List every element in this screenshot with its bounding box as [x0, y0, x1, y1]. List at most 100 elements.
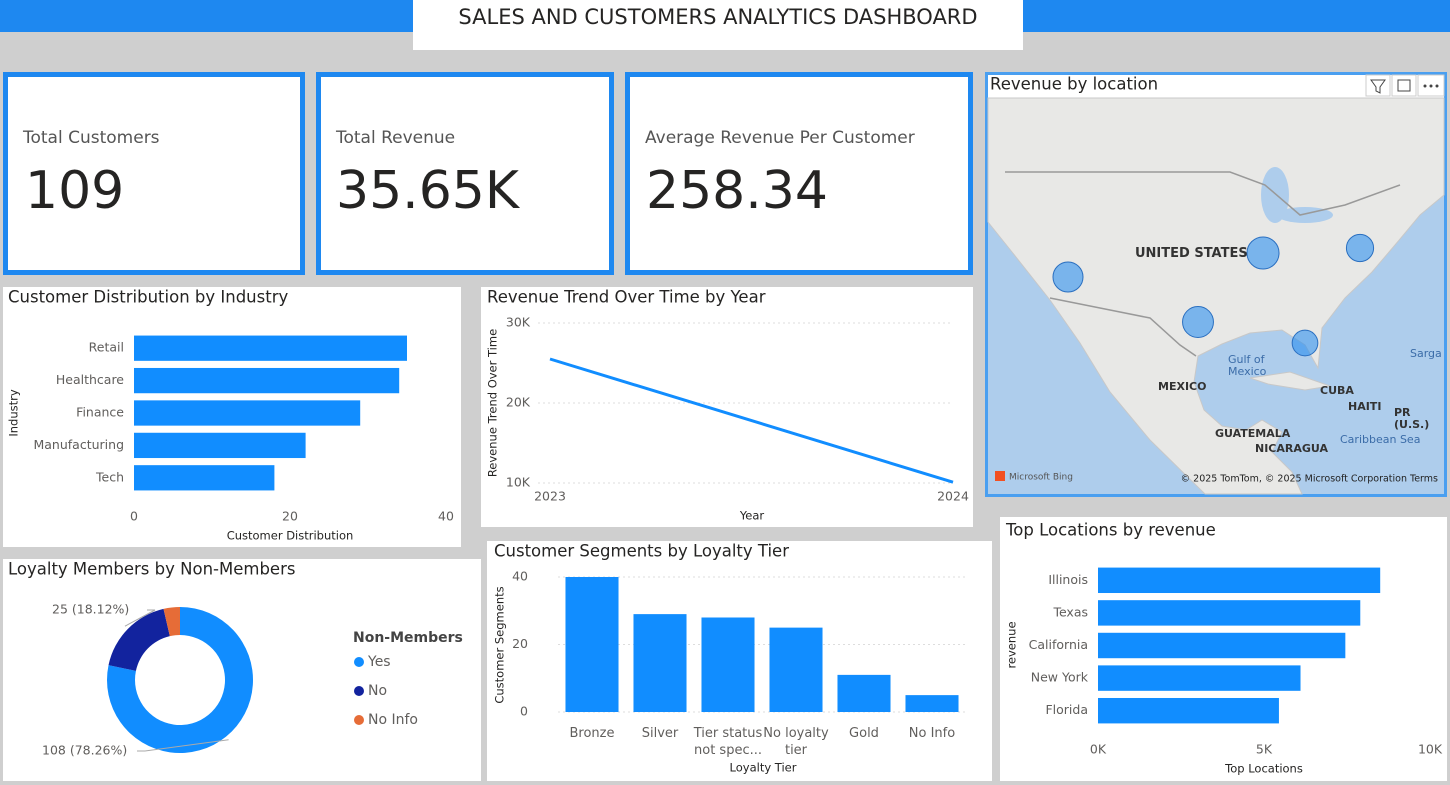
y-tick-label: 10K — [506, 475, 531, 490]
x-tick-label: No Info — [908, 726, 956, 741]
title-box — [413, 0, 1023, 50]
map-island — [1249, 371, 1331, 391]
y-tick-label: New York — [1031, 670, 1089, 685]
bar — [837, 674, 891, 712]
y-tick-label: Manufacturing — [33, 437, 124, 452]
chart-title: Customer Distribution by Industry — [8, 288, 288, 307]
y-tick-label: Tech — [95, 469, 124, 484]
legend-label: No — [368, 683, 387, 699]
y-axis-title: Industry — [7, 389, 21, 436]
map-label: Sarga — [1410, 347, 1442, 360]
y-tick-label: Retail — [89, 340, 124, 355]
y-tick-label: Texas — [1052, 604, 1088, 619]
slice — [107, 607, 254, 753]
data-label: 25 (18.12%) — [52, 602, 129, 617]
slice — [108, 608, 170, 671]
y-tick-label: Florida — [1045, 702, 1088, 717]
x-axis-title: Year — [739, 509, 765, 523]
slice — [163, 607, 180, 637]
kpi-value: 35.65K — [336, 161, 521, 221]
y-axis-title: Revenue Trend Over Time — [486, 329, 500, 477]
bar — [134, 400, 361, 426]
bar — [134, 367, 400, 394]
y-axis-title: revenue — [1005, 621, 1019, 668]
y-tick-label: 20 — [512, 636, 528, 651]
focus-icon[interactable] — [1391, 74, 1417, 97]
bar — [134, 335, 407, 361]
chart-title: Customer Segments by Loyalty Tier — [494, 542, 789, 561]
filter-glyph — [1370, 79, 1386, 94]
kpi-value: 258.34 — [646, 161, 828, 221]
x-tick-label: 5K — [1256, 742, 1273, 757]
map-bubble — [1345, 233, 1375, 263]
y-tick-label: 40 — [512, 569, 528, 584]
x-tick-label: 20 — [282, 509, 298, 524]
kpi-card[interactable] — [3, 72, 305, 275]
x-tick-label: Bronze — [569, 726, 615, 741]
bar — [633, 614, 687, 712]
kpi-label: Total Customers — [22, 128, 160, 148]
leader-line — [137, 739, 229, 752]
map-label: NICARAGUA — [1255, 442, 1329, 455]
line — [549, 357, 954, 484]
y-tick-label: 20K — [506, 395, 531, 410]
y-axis-title: Customer Segments — [493, 586, 507, 703]
map-title: Revenue by location — [990, 75, 1158, 94]
map-lake — [1261, 167, 1289, 223]
dashboard-title: SALES AND CUSTOMERS ANALYTICS DASHBOARD — [458, 5, 977, 29]
map-label: HAITI — [1348, 400, 1382, 413]
bar — [701, 617, 755, 712]
more-dot — [1423, 84, 1427, 88]
x-tick-label: Gold — [849, 726, 879, 741]
kpi-label: Average Revenue Per Customer — [645, 128, 915, 148]
legend-swatch — [354, 657, 364, 667]
bar — [1098, 632, 1346, 659]
y-tick-label: Healthcare — [56, 372, 124, 387]
map-label: Gulf of Mexico — [1228, 353, 1267, 378]
legend-swatch — [354, 686, 364, 696]
map-land — [987, 97, 1445, 495]
kpi-card[interactable] — [316, 72, 614, 275]
legend-swatch — [354, 715, 364, 725]
map-credit: Microsoft Bing — [1009, 473, 1073, 483]
map-label: GUATEMALA — [1215, 427, 1291, 440]
x-tick-label: 40 — [438, 509, 454, 524]
x-tick-label: No loyalty tier — [763, 726, 829, 758]
bar — [134, 432, 306, 459]
bar — [134, 465, 275, 491]
x-axis-title: Loyalty Tier — [730, 761, 797, 775]
map-label: Caribbean Sea — [1340, 433, 1421, 446]
more-dot — [1429, 84, 1433, 88]
map-credit: © 2025 TomTom, © 2025 Microsoft Corporat… — [1181, 474, 1438, 485]
bar — [565, 577, 619, 712]
filter-icon[interactable] — [1365, 74, 1391, 97]
map-bubble — [1052, 261, 1084, 293]
y-tick-label: California — [1029, 637, 1088, 652]
bar — [769, 627, 823, 712]
kpi-card[interactable] — [625, 72, 973, 275]
kpi-label: Total Revenue — [335, 128, 455, 148]
legend-label: No Info — [368, 712, 418, 728]
legend-title: Non-Members — [353, 630, 463, 646]
map-bubble — [1291, 329, 1319, 357]
bing-logo — [995, 471, 1005, 481]
chart-title: Loyalty Members by Non-Members — [8, 560, 295, 579]
chart-title: Revenue Trend Over Time by Year — [487, 288, 766, 307]
x-tick-label: 2023 — [534, 489, 566, 504]
bar — [905, 695, 959, 712]
y-tick-label: 0 — [520, 704, 528, 719]
map-label: PR (U.S.) — [1394, 406, 1430, 431]
kpi-value: 109 — [25, 161, 124, 221]
y-tick-label: Finance — [76, 405, 124, 420]
bar — [1098, 697, 1279, 724]
focus-glyph — [1397, 79, 1411, 92]
legend-label: Yes — [367, 654, 391, 670]
x-tick-label: Tier status not spec... — [693, 726, 763, 758]
x-tick-label: 0K — [1090, 742, 1107, 757]
x-axis-title: Top Locations — [1224, 762, 1303, 776]
chart-panel[interactable] — [481, 287, 973, 527]
map-border — [1049, 297, 1197, 357]
map-label: MEXICO — [1158, 380, 1207, 393]
map-label: UNITED STATES — [1135, 246, 1248, 261]
